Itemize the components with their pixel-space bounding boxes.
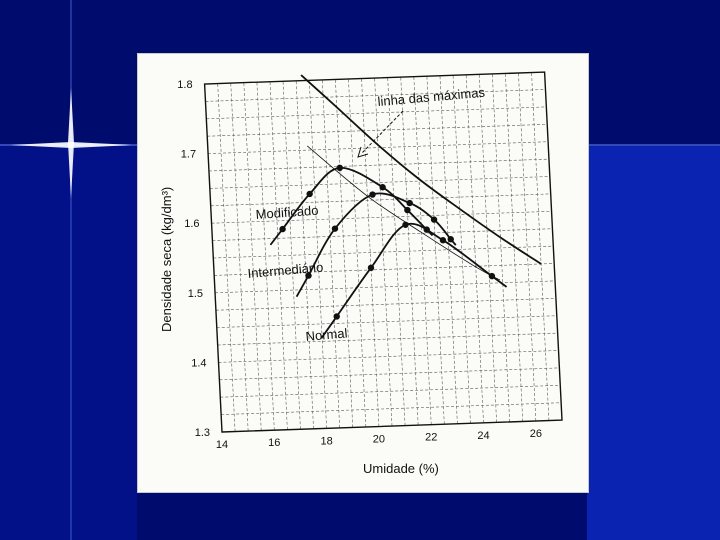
grid-line-vertical <box>452 75 471 424</box>
data-point <box>488 272 496 280</box>
grid-line-horizontal <box>209 176 550 189</box>
grid-line-vertical <box>439 75 458 424</box>
y-tick-label: 1.5 <box>188 288 203 300</box>
plot-frame <box>203 71 563 433</box>
grid-line-vertical <box>217 83 236 432</box>
grid-line-vertical <box>518 73 537 422</box>
x-tick-label: 26 <box>530 428 542 440</box>
grid-line-horizontal <box>219 367 560 381</box>
x-tick-label: 20 <box>373 434 385 446</box>
data-point <box>406 199 413 207</box>
series-label-normal: Normal <box>305 325 348 344</box>
series-points <box>279 164 496 320</box>
y-tick-label: 1.6 <box>184 218 199 230</box>
x-tick-label: 22 <box>425 432 437 444</box>
grid-line-horizontal <box>208 158 549 172</box>
x-tick-label: 14 <box>216 439 228 451</box>
x-axis-label: Umidade (%) <box>363 461 439 476</box>
grid-line-vertical <box>335 79 354 428</box>
series-line-2 <box>320 222 508 339</box>
grid-line-vertical <box>361 78 380 427</box>
annotation-arrow <box>357 110 404 158</box>
y-axis-label: Densidade seca (kg/dm³) <box>159 187 174 332</box>
grid-line-vertical <box>230 83 249 432</box>
data-point <box>439 237 447 244</box>
series-line-1 <box>295 192 457 298</box>
grid-line-horizontal <box>208 141 549 154</box>
data-point <box>367 264 375 272</box>
grid-line-horizontal <box>214 263 555 276</box>
grid-line-horizontal <box>218 350 559 363</box>
sparkle-icon <box>10 88 132 198</box>
chart-grid <box>205 72 562 432</box>
optimum-line <box>306 145 501 281</box>
series-label-modificado: Modificado <box>255 203 319 222</box>
grid-line-vertical <box>478 74 497 423</box>
chart-card: 14 16 18 20 22 24 26 1.3 1.4 1.5 1.6 1.7 1.8 Modific… <box>137 53 589 493</box>
grid-line-vertical <box>426 76 445 425</box>
grid-line-horizontal <box>221 402 562 415</box>
data-point <box>306 190 313 198</box>
grid-line-vertical <box>348 78 367 427</box>
data-point <box>369 191 376 198</box>
tick-labels: 14 16 18 20 22 24 26 1.3 1.4 1.5 1.6 1.7 1.8 <box>177 79 542 451</box>
grid-line-horizontal <box>216 315 557 328</box>
grid-line-vertical <box>295 80 314 429</box>
grid-line-vertical <box>531 72 550 421</box>
grid-line-horizontal <box>215 280 556 294</box>
grid-line-horizontal <box>205 89 546 102</box>
vertical-rule <box>70 0 72 540</box>
grid-line-vertical <box>282 81 301 430</box>
x-tick-label: 24 <box>477 430 489 442</box>
data-point <box>423 226 430 233</box>
grid-line-horizontal <box>210 193 551 207</box>
grid-line-vertical <box>400 77 419 426</box>
grid-line-vertical <box>269 81 288 430</box>
grid-line-horizontal <box>217 332 558 346</box>
grid-line-horizontal <box>207 124 548 137</box>
data-point <box>379 184 386 191</box>
x-tick-label: 16 <box>268 437 280 449</box>
grid-line-horizontal <box>220 385 561 398</box>
grid-line-vertical <box>243 82 262 431</box>
data-point <box>402 221 409 228</box>
grid-line-horizontal <box>213 245 554 259</box>
grid-line-horizontal <box>212 228 553 241</box>
data-point <box>305 272 312 279</box>
grid-line-vertical <box>465 74 484 423</box>
grid-line-horizontal <box>206 106 547 120</box>
background-band-left <box>0 146 137 540</box>
grid-line-vertical <box>308 80 327 429</box>
data-point <box>331 225 339 232</box>
y-tick-label: 1.4 <box>191 357 206 369</box>
grid-line-horizontal <box>211 211 552 224</box>
data-point <box>336 164 343 172</box>
x-tick-label: 18 <box>320 435 332 447</box>
grid-line-horizontal <box>215 298 556 311</box>
compaction-chart: 14 16 18 20 22 24 26 1.3 1.4 1.5 1.6 1.7 1.8 Modific… <box>159 71 563 476</box>
grid-line-vertical <box>387 77 406 426</box>
data-point <box>430 216 438 223</box>
max-line-label: linha das máximas <box>377 85 486 109</box>
max-line <box>300 74 542 265</box>
y-tick-label: 1.8 <box>177 79 192 91</box>
grid-line-vertical <box>413 76 432 425</box>
background-band <box>587 146 720 540</box>
data-point <box>404 206 411 214</box>
data-point <box>279 225 286 233</box>
grid-line-vertical <box>256 82 275 431</box>
grid-line-vertical <box>374 78 393 427</box>
grid-line-vertical <box>321 79 340 428</box>
y-tick-label: 1.3 <box>195 427 210 439</box>
series-label-intermediario: Intermediário <box>247 259 324 281</box>
data-point <box>447 236 454 243</box>
data-point <box>333 313 340 320</box>
grid-line-vertical <box>491 73 510 422</box>
grid-line-vertical <box>505 73 524 422</box>
plot-border <box>203 71 563 433</box>
y-tick-label: 1.7 <box>181 149 196 161</box>
